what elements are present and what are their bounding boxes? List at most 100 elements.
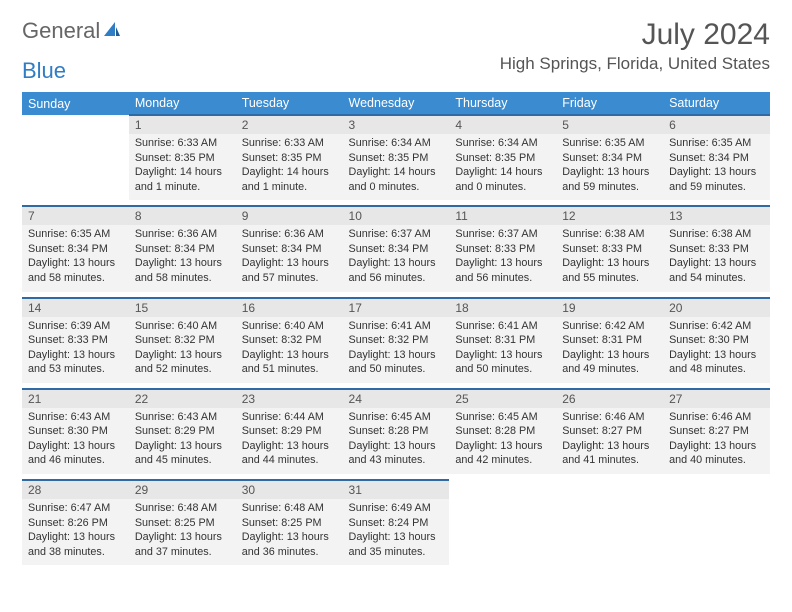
empty-cell [556,480,663,499]
sunrise: Sunrise: 6:41 AM [349,319,444,334]
col-sunday: Sunday [22,92,129,115]
day-number: 31 [343,480,450,499]
day-detail: Sunrise: 6:46 AMSunset: 8:27 PMDaylight:… [556,408,663,474]
daylight-line1: Daylight: 13 hours [242,348,337,363]
day-number: 28 [22,480,129,499]
sunset: Sunset: 8:27 PM [562,424,657,439]
empty-cell [663,499,770,565]
day-detail: Sunrise: 6:42 AMSunset: 8:31 PMDaylight:… [556,317,663,383]
day-number: 29 [129,480,236,499]
week-detail-row: Sunrise: 6:43 AMSunset: 8:30 PMDaylight:… [22,408,770,474]
day-detail: Sunrise: 6:48 AMSunset: 8:25 PMDaylight:… [129,499,236,565]
day-detail: Sunrise: 6:35 AMSunset: 8:34 PMDaylight:… [556,134,663,200]
day-detail: Sunrise: 6:44 AMSunset: 8:29 PMDaylight:… [236,408,343,474]
day-detail: Sunrise: 6:46 AMSunset: 8:27 PMDaylight:… [663,408,770,474]
sunrise: Sunrise: 6:33 AM [242,136,337,151]
sunset: Sunset: 8:32 PM [242,333,337,348]
daylight-line1: Daylight: 13 hours [242,530,337,545]
daylight-line2: and 1 minute. [242,180,337,195]
daylight-line2: and 37 minutes. [135,545,230,560]
day-detail: Sunrise: 6:38 AMSunset: 8:33 PMDaylight:… [556,225,663,291]
day-number: 9 [236,206,343,225]
sunset: Sunset: 8:25 PM [135,516,230,531]
daylight-line2: and 56 minutes. [349,271,444,286]
col-tuesday: Tuesday [236,92,343,115]
sunrise: Sunrise: 6:41 AM [455,319,550,334]
month-title: July 2024 [500,18,770,52]
daylight-line1: Daylight: 13 hours [242,256,337,271]
day-number: 16 [236,298,343,317]
daylight-line1: Daylight: 13 hours [562,348,657,363]
sunrise: Sunrise: 6:43 AM [28,410,123,425]
sunset: Sunset: 8:29 PM [135,424,230,439]
sunrise: Sunrise: 6:35 AM [562,136,657,151]
daylight-line2: and 48 minutes. [669,362,764,377]
daylight-line1: Daylight: 13 hours [28,256,123,271]
day-number: 11 [449,206,556,225]
sunrise: Sunrise: 6:40 AM [135,319,230,334]
sunset: Sunset: 8:33 PM [562,242,657,257]
empty-cell [449,499,556,565]
daylight-line2: and 51 minutes. [242,362,337,377]
daylight-line1: Daylight: 14 hours [242,165,337,180]
day-number: 5 [556,115,663,134]
day-number: 23 [236,389,343,408]
col-wednesday: Wednesday [343,92,450,115]
daylight-line2: and 36 minutes. [242,545,337,560]
col-saturday: Saturday [663,92,770,115]
sunrise: Sunrise: 6:43 AM [135,410,230,425]
day-number: 8 [129,206,236,225]
sunset: Sunset: 8:29 PM [242,424,337,439]
day-number: 20 [663,298,770,317]
daylight-line2: and 58 minutes. [135,271,230,286]
day-number: 1 [129,115,236,134]
week-daynum-row: 123456 [22,115,770,134]
sunrise: Sunrise: 6:48 AM [242,501,337,516]
sunset: Sunset: 8:31 PM [562,333,657,348]
logo-text-general: General [22,18,100,44]
empty-cell [663,480,770,499]
sunrise: Sunrise: 6:38 AM [562,227,657,242]
sunrise: Sunrise: 6:39 AM [28,319,123,334]
day-header-row: Sunday Monday Tuesday Wednesday Thursday… [22,92,770,115]
daylight-line2: and 55 minutes. [562,271,657,286]
week-detail-row: Sunrise: 6:39 AMSunset: 8:33 PM Daylight:… [22,317,770,383]
sunrise: Sunrise: 6:36 AM [242,227,337,242]
day-number: 12 [556,206,663,225]
day-number: 25 [449,389,556,408]
daylight-line1: Daylight: 13 hours [28,439,123,454]
logo: General [22,18,122,44]
day-number: 21 [22,389,129,408]
day-number: 13 [663,206,770,225]
sunset: Sunset: 8:28 PM [455,424,550,439]
daylight-line2: and 59 minutes. [669,180,764,195]
sunset: Sunset: 8:35 PM [135,151,230,166]
logo-sail-icon [102,18,122,44]
empty-cell [449,480,556,499]
day-number: 18 [449,298,556,317]
daylight-line2: and 58 minutes. [28,271,123,286]
sunrise: Sunrise: 6:47 AM [28,501,123,516]
daylight-line2: and 45 minutes. [135,453,230,468]
week-daynum-row: 28293031 [22,480,770,499]
daylight-line1: Daylight: 13 hours [242,439,337,454]
day-number: 3 [343,115,450,134]
daylight-line1: Daylight: 13 hours [135,439,230,454]
daylight-line2: and 41 minutes. [562,453,657,468]
daylight-line2: and 43 minutes. [349,453,444,468]
sunset: Sunset: 8:25 PM [242,516,337,531]
day-number: 26 [556,389,663,408]
daylight-line1: Daylight: 13 hours [669,348,764,363]
day-detail: Sunrise: 6:33 AMSunset: 8:35 PMDaylight:… [129,134,236,200]
sunset: Sunset: 8:33 PM [28,333,123,348]
daylight-line2: and 56 minutes. [455,271,550,286]
sunset: Sunset: 8:34 PM [349,242,444,257]
sunrise: Sunrise: 6:34 AM [349,136,444,151]
day-number: 10 [343,206,450,225]
sunset: Sunset: 8:24 PM [349,516,444,531]
sunset: Sunset: 8:35 PM [349,151,444,166]
day-number: 24 [343,389,450,408]
daylight-line1: Daylight: 13 hours [349,530,444,545]
daylight-line2: and 42 minutes. [455,453,550,468]
daylight-line1: Daylight: 13 hours [455,439,550,454]
